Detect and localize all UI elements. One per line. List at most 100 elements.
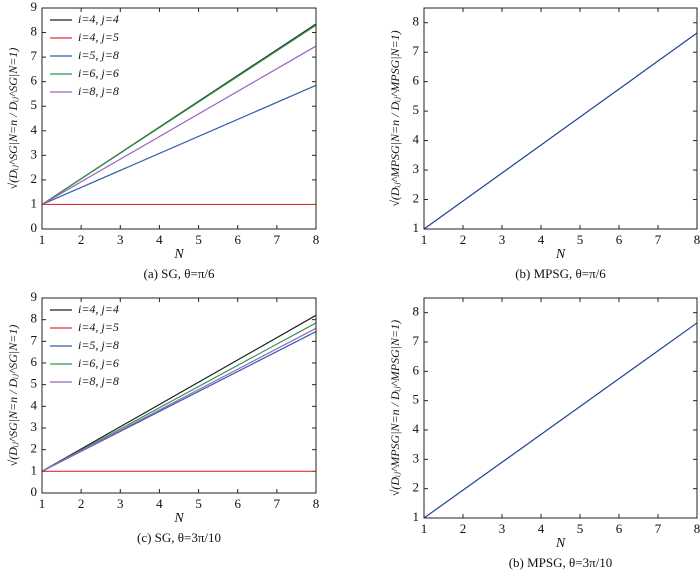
y-tick-label: 6	[31, 73, 38, 88]
y-tick-label: 3	[413, 450, 420, 465]
series-line	[423, 32, 698, 230]
x-tick-label: 6	[234, 496, 241, 511]
y-tick-label: 7	[413, 43, 420, 58]
y-tick-label: 5	[413, 102, 420, 117]
x-tick-label: 5	[577, 232, 584, 247]
series-line	[41, 314, 317, 472]
y-tick-label: 8	[413, 14, 420, 29]
y-tick-label: 7	[31, 48, 38, 63]
y-tick-label: 6	[31, 354, 38, 369]
y-tick-label: 5	[413, 392, 420, 407]
x-tick-label: 5	[577, 521, 584, 536]
y-tick-label: 1	[31, 195, 38, 210]
x-axis-label: N	[173, 247, 184, 262]
x-axis-label: N	[555, 536, 566, 551]
y-tick-label: 8	[31, 24, 38, 39]
y-axis-label: √(Dᵢⱼ^MPSG|N=n / Dᵢⱼ^MPSG|N=1)	[388, 320, 402, 496]
x-tick-label: 4	[538, 232, 545, 247]
y-tick-label: 0	[31, 220, 38, 235]
x-tick-label: 7	[274, 232, 281, 247]
plot-frame	[41, 7, 317, 230]
x-tick-label: 5	[195, 232, 202, 247]
legend-label: i=5, j=8	[78, 48, 119, 62]
plot-frame	[41, 297, 317, 494]
y-axis-label: √(Dᵢⱼ^MPSG|N=n / Dᵢⱼ^MPSG|N=1)	[388, 30, 402, 206]
plot-frame	[423, 297, 698, 519]
y-tick-label: 3	[31, 146, 38, 161]
y-tick-label: 4	[413, 421, 420, 436]
legend-label: i=4, j=5	[78, 30, 119, 44]
y-tick-label: 3	[413, 161, 420, 176]
x-tick-label: 4	[538, 521, 545, 536]
y-tick-label: 9	[31, 0, 38, 14]
x-tick-label: 2	[460, 521, 467, 536]
y-tick-label: 2	[31, 171, 38, 186]
x-tick-label: 8	[313, 232, 320, 247]
x-tick-label: 3	[117, 496, 124, 511]
caption: (b) MPSG, θ=3π/10	[509, 555, 613, 570]
x-tick-label: 6	[234, 232, 241, 247]
caption: (c) SG, θ=3π/10	[137, 530, 221, 545]
x-tick-label: 7	[274, 496, 281, 511]
x-tick-label: 8	[694, 521, 700, 536]
caption: (a) SG, θ=π/6	[143, 266, 215, 281]
x-tick-label: 5	[195, 496, 202, 511]
legend-label: i=8, j=8	[78, 374, 119, 388]
series-line	[41, 327, 317, 472]
x-tick-label: 6	[616, 232, 623, 247]
panel: 1 2 3 4 5 6 7 8 1 2 3 4 5 6 7 8 N √(Dᵢⱼ^MPSG|N=n / Dᵢⱼ^MP…	[388, 7, 700, 281]
y-tick-label: 1	[413, 220, 420, 235]
y-tick-label: 8	[413, 304, 420, 319]
x-tick-label: 3	[499, 232, 506, 247]
legend-label: i=5, j=8	[78, 338, 119, 352]
x-tick-label: 6	[616, 521, 623, 536]
series-line	[41, 84, 317, 205]
y-tick-label: 3	[31, 419, 38, 434]
x-tick-label: 4	[156, 496, 163, 511]
x-tick-label: 3	[117, 232, 124, 247]
y-tick-label: 1	[31, 462, 38, 477]
y-tick-label: 2	[31, 441, 38, 456]
y-tick-label: 7	[31, 332, 38, 347]
y-tick-label: 4	[31, 122, 38, 137]
x-tick-label: 1	[39, 232, 46, 247]
x-axis-label: N	[173, 511, 184, 526]
y-tick-label: 7	[413, 333, 420, 348]
y-tick-label: 5	[31, 376, 38, 391]
legend-label: i=6, j=6	[78, 356, 119, 370]
y-tick-label: 0	[31, 484, 38, 499]
x-tick-label: 2	[460, 232, 467, 247]
caption: (b) MPSG, θ=π/6	[515, 266, 606, 281]
x-tick-label: 1	[39, 496, 46, 511]
y-tick-label: 1	[413, 509, 420, 524]
series-line	[41, 322, 317, 472]
y-axis-label: √(Dᵢⱼ^SG|N=n / Dᵢⱼ^SG|N=1)	[6, 325, 20, 467]
x-tick-label: 3	[499, 521, 506, 536]
series-line	[41, 45, 317, 205]
y-tick-label: 2	[413, 191, 420, 206]
x-tick-label: 1	[421, 521, 428, 536]
x-tick-label: 1	[421, 232, 428, 247]
series-line	[423, 322, 698, 519]
plot-frame	[423, 7, 698, 230]
x-tick-label: 8	[313, 496, 320, 511]
y-axis-label: √(Dᵢⱼ^SG|N=n / Dᵢⱼ^SG|N=1)	[6, 48, 20, 190]
panel: 1 2 3 4 5 6 7 8 1 2 3 4 5 6 7 8 N √(Dᵢⱼ^MPSG|N=n / Dᵢⱼ^MP…	[388, 297, 700, 570]
x-axis-label: N	[555, 247, 566, 262]
legend-label: i=6, j=6	[78, 66, 119, 80]
y-tick-label: 2	[413, 480, 420, 495]
x-tick-label: 2	[78, 232, 85, 247]
y-tick-label: 9	[31, 289, 38, 304]
x-tick-label: 2	[78, 496, 85, 511]
legend-label: i=8, j=8	[78, 84, 119, 98]
x-tick-label: 7	[655, 232, 662, 247]
y-tick-label: 5	[31, 97, 38, 112]
x-tick-label: 4	[156, 232, 163, 247]
legend-label: i=4, j=4	[78, 12, 119, 26]
series-line	[41, 24, 317, 205]
y-tick-label: 6	[413, 73, 420, 88]
y-tick-label: 6	[413, 362, 420, 377]
